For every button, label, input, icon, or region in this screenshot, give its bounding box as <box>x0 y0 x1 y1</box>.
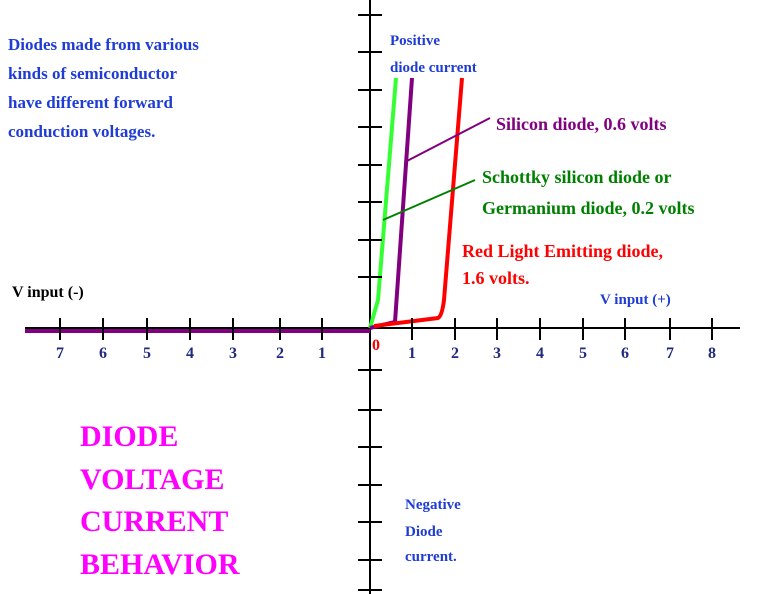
x-tick-label: 1 <box>408 345 416 362</box>
positive-label: Positive <box>390 33 440 49</box>
x-tick-label: 3 <box>229 345 237 362</box>
silicon-label: Silicon diode, 0.6 volts <box>496 114 667 134</box>
germanium-curve <box>368 77 398 329</box>
x-tick-label: 7 <box>666 345 674 362</box>
x-tick-label: 4 <box>186 345 194 362</box>
title-line: BEHAVIOR <box>80 548 240 581</box>
intro-text: have different forward <box>8 93 173 112</box>
x-tick-label: 2 <box>451 345 459 362</box>
schottky-label: Schottky silicon diode or <box>482 167 672 187</box>
x-tick-label: 3 <box>493 345 501 362</box>
positive-label: diode current <box>390 60 477 76</box>
x-tick-label: 7 <box>56 345 64 362</box>
negative-label: Diode <box>405 524 443 540</box>
x-tick-label: 8 <box>708 345 716 362</box>
x-tick-label: 1 <box>318 345 326 362</box>
intro-text: kinds of semiconductor <box>8 64 178 83</box>
schottky-label: Germanium diode, 0.2 volts <box>482 198 695 218</box>
title-line: CURRENT <box>80 505 228 538</box>
v-plus-label: V input (+) <box>600 292 671 308</box>
v-minus-label: V input (-) <box>12 284 84 301</box>
silicon-pointer <box>404 117 491 163</box>
title-line: VOLTAGE <box>80 463 224 496</box>
title-line: DIODE <box>80 420 178 453</box>
x-tick-label: 2 <box>276 345 284 362</box>
negative-label: Negative <box>405 497 461 513</box>
intro-text: Diodes made from various <box>8 35 199 54</box>
x-tick-label: 6 <box>99 345 107 362</box>
origin-label: 0 <box>372 337 380 354</box>
ticks: 7 6 5 4 3 2 1 1 2 3 4 5 6 7 8 <box>56 14 716 591</box>
schottky-pointer <box>382 179 476 221</box>
x-tick-label: 5 <box>143 345 151 362</box>
led-label: Red Light Emitting diode, <box>462 241 663 261</box>
x-tick-label: 6 <box>621 345 629 362</box>
axes <box>25 0 740 594</box>
led-label: 1.6 volts. <box>462 268 530 288</box>
x-tick-label: 5 <box>579 345 587 362</box>
x-tick-label: 4 <box>536 345 544 362</box>
led-curve <box>373 77 464 328</box>
negative-label: current. <box>405 549 457 565</box>
intro-text: conduction voltages. <box>8 122 155 141</box>
